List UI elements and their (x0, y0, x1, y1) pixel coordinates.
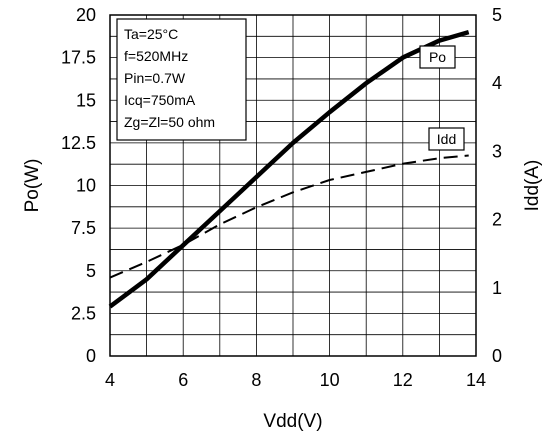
x-tick-label: 4 (105, 370, 115, 390)
y2-axis-ticks: 0 1 2 3 4 5 (492, 5, 502, 366)
series-line-idd (109, 154, 469, 279)
x-axis-label: Vdd(V) (263, 411, 322, 432)
x-tick-label: 8 (251, 370, 261, 390)
y-tick-label: 5 (86, 261, 96, 281)
series-layer (108, 29, 470, 309)
series-label-box-idd (428, 127, 465, 151)
x-tick-label: 6 (178, 370, 188, 390)
condition-line: Pin=0.7W (124, 70, 186, 86)
y-axis-ticks: 0 2.5 5 7.5 10 12.5 15 17.5 20 (61, 5, 96, 366)
condition-line: f=520MHz (124, 48, 188, 64)
conditions-box: Ta=25°C f=520MHz Pin=0.7W Icq=750mA Zg=Zl=50… (116, 18, 247, 141)
condition-line: Ta=25°C (124, 26, 178, 42)
series-label-po: Po (429, 49, 446, 65)
x-tick-label: 12 (393, 370, 413, 390)
y-tick-label: 20 (76, 5, 96, 25)
series-label-box-po (419, 45, 456, 69)
series-labels: Po Idd (419, 45, 465, 151)
y-tick-label: 7.5 (71, 218, 96, 238)
conditions-box-frame (116, 18, 247, 141)
plot-frame (109, 14, 477, 357)
y2-tick-label: 4 (492, 73, 502, 93)
y-tick-label: 17.5 (61, 48, 96, 68)
x-axis-ticks: 4 6 8 10 12 14 (105, 370, 486, 390)
condition-line: Zg=Zl=50 ohm (124, 114, 215, 130)
y-tick-label: 0 (86, 346, 96, 366)
y2-tick-label: 1 (492, 278, 502, 298)
y-tick-label: 10 (76, 176, 96, 196)
y2-tick-label: 0 (492, 346, 502, 366)
series-line-po (108, 29, 470, 309)
y2-tick-label: 3 (492, 141, 502, 161)
y2-axis-label: Idd(A) (522, 160, 543, 212)
y-tick-label: 12.5 (61, 133, 96, 153)
x-tick-label: 10 (320, 370, 340, 390)
x-tick-label: 14 (466, 370, 486, 390)
y2-tick-label: 5 (492, 5, 502, 25)
y-tick-label: 2.5 (71, 303, 96, 323)
y-axis-label: Po(W) (22, 159, 43, 213)
condition-line: Icq=750mA (124, 92, 196, 108)
y2-tick-label: 2 (492, 210, 502, 230)
y-tick-label: 15 (76, 90, 96, 110)
series-label-idd: Idd (437, 131, 456, 147)
